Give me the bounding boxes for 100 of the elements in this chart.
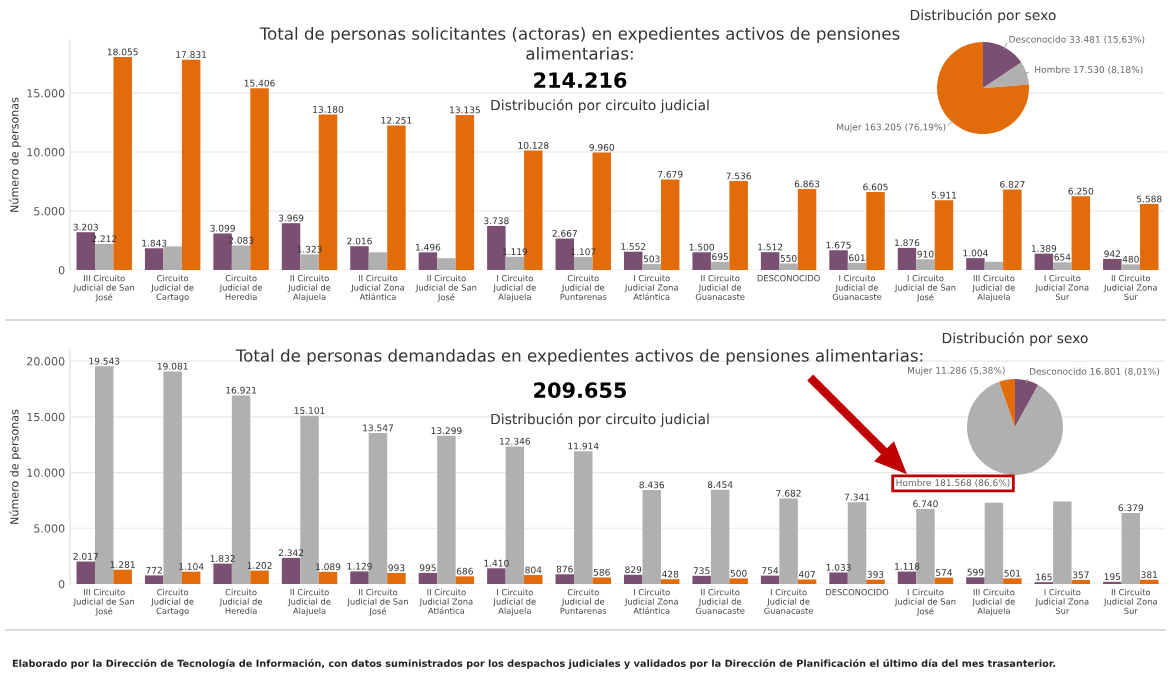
data-label: 993 (388, 564, 405, 572)
x-tick-label: II Circuito Judicial de San José (347, 588, 408, 616)
bar (437, 435, 456, 584)
bar (94, 243, 114, 270)
data-label: 12.251 (381, 116, 412, 124)
x-tick-label: I Circuito Judicial de Guanacaste (832, 274, 882, 300)
data-label: 7.536 (726, 172, 751, 180)
x-tick-label: II Circuito Judicial de San José (415, 274, 477, 302)
bar (1140, 204, 1159, 270)
x-tick-label: I Circuito Judicial de Alajuela (493, 274, 536, 302)
bar (76, 561, 95, 584)
bar (487, 568, 506, 584)
bar (1121, 264, 1141, 270)
x-tick-label: II Circuito Judicial de Alajuela (287, 274, 331, 302)
bar (829, 572, 848, 584)
bar (642, 490, 661, 584)
data-label: 15.406 (244, 79, 275, 87)
bar (660, 179, 680, 270)
x-tick-label: DESCONOCIDO (757, 275, 820, 282)
bar (418, 252, 438, 270)
bar (779, 498, 798, 584)
x-tick-label: II Circuito Judicial Zona Atlántica (419, 588, 473, 614)
bar (281, 557, 301, 584)
data-label: 357 (1072, 571, 1089, 579)
bar (984, 502, 1004, 584)
bar (866, 192, 885, 270)
data-label: 754 (762, 567, 779, 574)
data-label: 7.682 (776, 489, 801, 497)
y-tick-label: 10.000 (27, 468, 65, 477)
data-label: 16.921 (226, 386, 257, 394)
data-label: 480 (1122, 255, 1139, 263)
data-label: 1.118 (895, 562, 920, 570)
bar (760, 252, 780, 270)
bar (144, 575, 164, 584)
x-tick-label: I Circuito Judicial de San José (894, 588, 956, 616)
bar (934, 200, 954, 270)
x-tick-label: I Circuito Judicial de Alajuela (493, 588, 536, 616)
slice-label: Desconocido 33.481 (15,63%) (1009, 35, 1145, 44)
data-label: 1.552 (621, 243, 646, 250)
bar (250, 570, 269, 584)
data-label: 2.667 (552, 229, 577, 237)
chart-title: Total de personas demandadas en expedientes activos de pensiones alimentarias: (235, 348, 923, 366)
data-label: 428 (662, 570, 679, 578)
bar (574, 256, 593, 270)
chart-title: Total de personas solicitantes (actoras) en expedientes activos de pensiones alimentarias: (259, 26, 900, 60)
x-tick-label: II Circuito Judicial de Guanacaste (695, 588, 745, 614)
data-label: 3.099 (210, 224, 235, 232)
bar (455, 576, 475, 584)
data-label: 1.496 (416, 243, 441, 251)
x-tick-label: Circuito Judicial de Puntarenas (560, 274, 607, 300)
slice-label: Hombre 181.568 (86,6%) (896, 479, 1010, 488)
data-label: 5.588 (1137, 195, 1162, 203)
bar (300, 254, 319, 270)
data-label: 11.914 (568, 442, 599, 450)
data-label: 19.543 (89, 357, 120, 365)
text: Distribución por circuito judicial (491, 99, 709, 113)
data-label: 2.342 (278, 549, 304, 557)
data-label: 5.911 (931, 191, 957, 199)
data-label: 6.863 (794, 180, 820, 188)
bar (213, 563, 232, 584)
data-label: 6.379 (1118, 504, 1144, 512)
data-label: 772 (146, 566, 162, 574)
pie-slice (983, 62, 1029, 88)
bar (318, 571, 338, 584)
data-label: 601 (849, 254, 865, 262)
bar (660, 579, 680, 584)
bar (505, 256, 525, 270)
data-label: 1.675 (826, 241, 851, 249)
data-label: 13.299 (431, 427, 462, 435)
bar (984, 261, 1004, 270)
data-label: 9.960 (589, 143, 615, 151)
data-label: 10.128 (518, 141, 549, 149)
y-tick-label: 15.000 (27, 412, 65, 422)
bar (897, 247, 917, 270)
data-label: 6.250 (1068, 187, 1094, 195)
data-label: 995 (419, 564, 436, 572)
bar (163, 246, 182, 270)
x-tick-label: I Circuito Judicial Zona Atlántica (624, 588, 678, 614)
data-label: 17.831 (176, 51, 207, 58)
data-label: 574 (936, 569, 953, 576)
x-tick-label: Circuito Judicial de Heredia (219, 274, 263, 300)
bar (916, 259, 935, 270)
bar (1140, 579, 1159, 584)
x-tick-label: II Circuito Judicial Zona Atlántica (350, 274, 404, 300)
pie-slice (1015, 379, 1039, 427)
data-label: 1.410 (484, 559, 509, 567)
data-label: 501 (1004, 569, 1021, 577)
bar (692, 575, 711, 584)
x-tick-label: I Circuito Judicial de Guanacaste (764, 588, 813, 614)
data-label: 735 (693, 567, 710, 575)
slice-label: Mujer 11.286 (5,38%) (908, 366, 1005, 376)
pie-slice (983, 42, 1022, 88)
data-label: 876 (556, 565, 573, 573)
x-tick-label: III Circuito Judicial de San José (73, 274, 135, 302)
slice-label: Mujer 163.205 (76,19%) (837, 123, 946, 133)
data-label: 12.346 (500, 437, 531, 445)
y-tick-label: 10.000 (27, 148, 65, 157)
data-label: 1.512 (758, 243, 783, 251)
bar (829, 250, 848, 270)
data-label: 1.104 (179, 563, 204, 570)
